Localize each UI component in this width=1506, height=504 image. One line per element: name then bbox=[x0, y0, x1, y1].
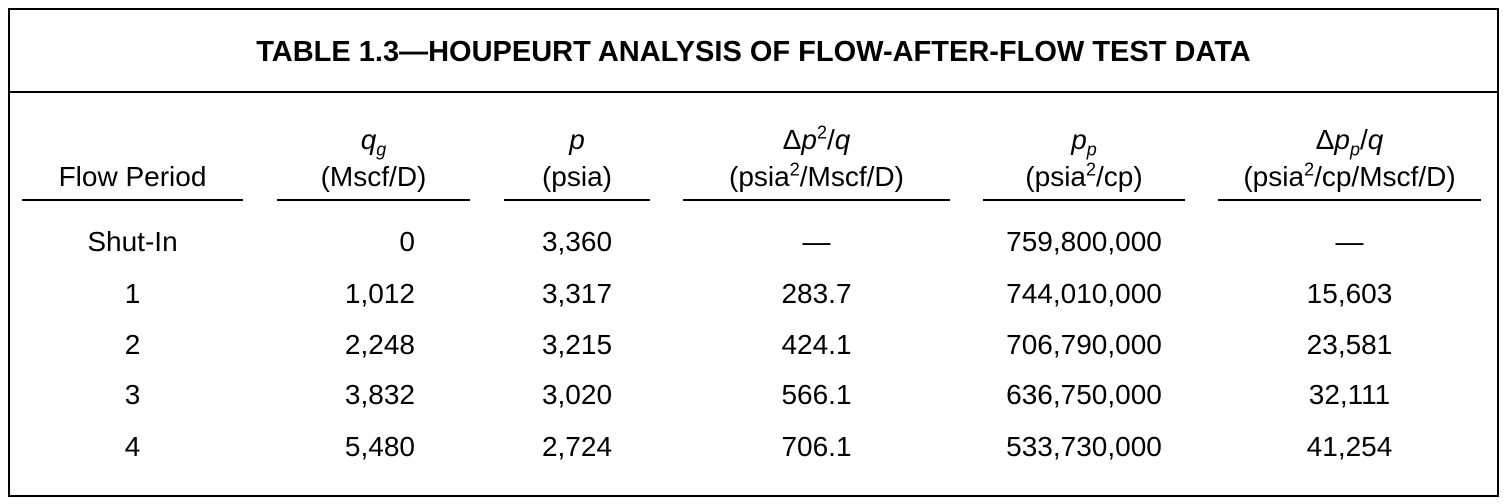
table-cell: 15,603 bbox=[1306, 278, 1393, 309]
header-unit: 2 bbox=[1086, 159, 1097, 180]
header-symbol: q bbox=[834, 124, 851, 155]
header-cell: pp (psia2/cp) bbox=[983, 121, 1185, 195]
header-unit: 2 bbox=[1304, 159, 1315, 180]
table-cell: 32,111 bbox=[1308, 379, 1391, 410]
table-cell: — bbox=[802, 226, 831, 257]
table-cell: 2 bbox=[124, 329, 141, 360]
header-symbol: / bbox=[1359, 124, 1368, 155]
header-cell: p (psia) bbox=[504, 121, 650, 195]
table-cell: Shut-In bbox=[87, 226, 178, 257]
table-cell: 3 bbox=[124, 379, 141, 410]
header-unit: (Mscf/D) bbox=[320, 161, 427, 192]
header-symbol: q bbox=[1367, 124, 1384, 155]
table-cell: 3,020 bbox=[541, 379, 613, 410]
header-symbol: q bbox=[360, 124, 377, 155]
table-cell: 706.1 bbox=[781, 431, 852, 462]
header-unit: 2 bbox=[789, 159, 800, 180]
table-cell: 3,832 bbox=[344, 379, 415, 410]
table-cell: 566.1 bbox=[781, 379, 852, 410]
header-symbol: p bbox=[1334, 124, 1350, 155]
table-cell: 0 bbox=[399, 226, 415, 257]
table-cell: 283.7 bbox=[781, 278, 852, 309]
table-cell: 3,360 bbox=[541, 226, 613, 257]
header-symbol: / bbox=[826, 124, 835, 155]
header-symbol: 2 bbox=[816, 122, 827, 143]
table-cell: 4 bbox=[124, 431, 141, 462]
title-rule bbox=[8, 91, 1499, 93]
header-cell: qg (Mscf/D) bbox=[277, 121, 470, 195]
table-cell: 1,012 bbox=[344, 278, 415, 309]
header-symbol: g bbox=[376, 139, 387, 160]
header-symbol: p bbox=[1086, 139, 1097, 160]
header-symbol: Δ bbox=[782, 124, 802, 155]
table-frame bbox=[8, 8, 1499, 497]
table-cell: 3,215 bbox=[541, 329, 613, 360]
header-symbol: p bbox=[569, 124, 585, 155]
table-cell: 533,730,000 bbox=[1006, 431, 1162, 462]
header-unit: /Mscf/D) bbox=[799, 161, 904, 192]
header-symbol: Δ bbox=[1315, 124, 1335, 155]
header-rule bbox=[22, 199, 243, 201]
table-cell: 23,581 bbox=[1306, 329, 1393, 360]
header-unit: (psia) bbox=[541, 161, 612, 192]
table-cell: 706,790,000 bbox=[1006, 329, 1162, 360]
header-unit: (psia bbox=[1025, 161, 1086, 192]
table-cell: 636,750,000 bbox=[1006, 379, 1162, 410]
header-rule bbox=[683, 199, 950, 201]
header-symbol: p bbox=[801, 124, 817, 155]
header-rule bbox=[504, 199, 650, 201]
header-symbol: p bbox=[1071, 124, 1087, 155]
table-cell: 3,317 bbox=[541, 278, 613, 309]
header-rule bbox=[277, 199, 470, 201]
table-cell: 1 bbox=[124, 278, 141, 309]
header-unit: /cp) bbox=[1096, 161, 1143, 192]
header-cell: Δp2/q (psia2/Mscf/D) bbox=[683, 121, 950, 195]
table-cell: 424.1 bbox=[781, 329, 852, 360]
header-unit: (psia bbox=[1243, 161, 1305, 192]
table-cell: 2,248 bbox=[344, 329, 415, 360]
table-cell: 759,800,000 bbox=[1006, 226, 1162, 257]
table-cell: 5,480 bbox=[344, 431, 415, 462]
header-rule bbox=[983, 199, 1185, 201]
table-cell: 2,724 bbox=[541, 431, 613, 462]
header-cell: Flow Period bbox=[58, 161, 207, 192]
table-cell: 744,010,000 bbox=[1006, 278, 1162, 309]
header-cell: Δpp/q (psia2/cp/Mscf/D) bbox=[1218, 121, 1481, 195]
header-unit: /cp/Mscf/D) bbox=[1314, 161, 1456, 192]
header-symbol: p bbox=[1349, 139, 1360, 160]
header-rule bbox=[1218, 199, 1481, 201]
table-title: TABLE 1.3—HOUPEURT ANALYSIS OF FLOW-AFTE… bbox=[256, 36, 1251, 68]
table-cell: — bbox=[1335, 226, 1364, 257]
table-cell: 41,254 bbox=[1306, 431, 1393, 462]
header-unit: (psia bbox=[729, 161, 790, 192]
